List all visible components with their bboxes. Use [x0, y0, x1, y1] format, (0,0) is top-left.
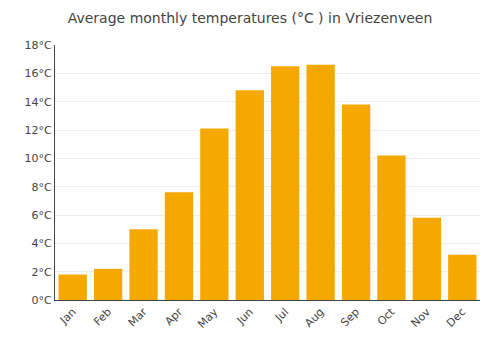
svg-text:4°C: 4°C — [32, 237, 52, 250]
svg-text:14°C: 14°C — [25, 96, 52, 109]
svg-text:Mar: Mar — [126, 305, 150, 329]
svg-text:8°C: 8°C — [32, 181, 52, 194]
svg-text:Aug: Aug — [302, 306, 326, 330]
svg-text:6°C: 6°C — [32, 209, 52, 222]
svg-text:Jul: Jul — [272, 306, 291, 325]
svg-text:2°C: 2°C — [32, 266, 52, 279]
svg-text:Apr: Apr — [162, 305, 185, 328]
svg-text:Nov: Nov — [409, 305, 434, 330]
svg-text:12°C: 12°C — [25, 124, 52, 137]
svg-text:16°C: 16°C — [25, 67, 52, 80]
svg-text:Sep: Sep — [338, 306, 362, 330]
svg-text:Dec: Dec — [444, 306, 468, 330]
svg-text:Jan: Jan — [57, 306, 79, 328]
svg-text:Feb: Feb — [91, 306, 114, 329]
svg-text:May: May — [195, 305, 221, 331]
svg-text:0°C: 0°C — [32, 294, 52, 307]
svg-text:18°C: 18°C — [25, 39, 52, 52]
svg-text:Average monthly temperatures (: Average monthly temperatures (°C ) in Vr… — [68, 10, 433, 26]
svg-text:Oct: Oct — [375, 305, 398, 328]
svg-text:Jun: Jun — [234, 305, 256, 327]
svg-text:10°C: 10°C — [25, 152, 52, 165]
